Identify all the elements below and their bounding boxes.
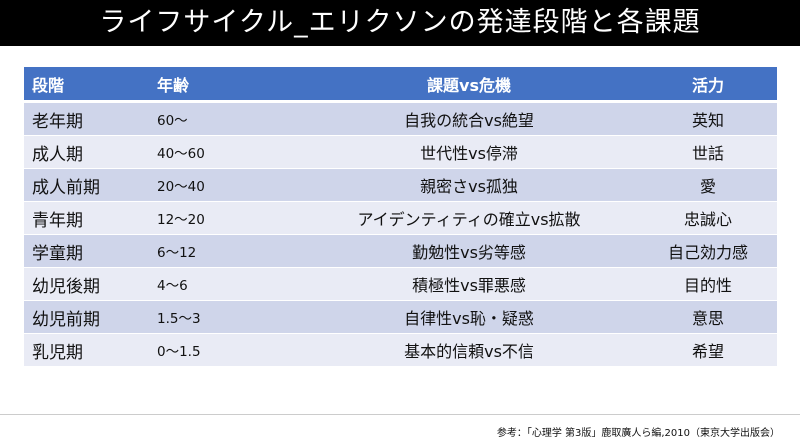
virtue-cell: 希望 (639, 333, 777, 367)
age-cell: 60～ (149, 101, 299, 136)
virtue-cell: 忠誠心 (639, 201, 777, 235)
age-cell: 4～6 (149, 267, 299, 301)
stage-cell: 幼児前期 (24, 300, 149, 334)
task-cell: 基本的信頼vs不信 (299, 333, 639, 367)
stage-cell: 学童期 (24, 234, 149, 268)
stage-cell: 幼児後期 (24, 267, 149, 301)
footer-divider (0, 414, 800, 415)
age-cell: 6～12 (149, 234, 299, 268)
header-task-vs-crisis: 課題vs危機 (299, 67, 639, 103)
task-cell: 自我の統合vs絶望 (299, 101, 639, 136)
age-cell: 12～20 (149, 201, 299, 235)
table-row: 成人前期 20～40 親密さvs孤独 愛 (24, 168, 777, 202)
source-citation: 参考：「心理学 第3版」鹿取廣人ら編,2010（東京大学出版会） (496, 428, 780, 439)
header-age: 年齢 (149, 67, 299, 103)
table-row: 幼児後期 4～6 積極性vs罪悪感 目的性 (24, 267, 777, 301)
header-stage: 段階 (24, 67, 149, 103)
task-cell: 親密さvs孤独 (299, 168, 639, 202)
development-stages-table: 段階 年齢 課題vs危機 活力 老年期 60～ 自我の統合vs絶望 英知 成人期… (24, 67, 777, 367)
task-cell: 勤勉性vs劣等感 (299, 234, 639, 268)
header-virtue: 活力 (639, 67, 777, 103)
table-row: 学童期 6～12 勤勉性vs劣等感 自己効力感 (24, 234, 777, 268)
virtue-cell: 愛 (639, 168, 777, 202)
task-cell: 自律性vs恥・疑惑 (299, 300, 639, 334)
table-row: 幼児前期 1.5～3 自律性vs恥・疑惑 意思 (24, 300, 777, 334)
table-row: 乳児期 0～1.5 基本的信頼vs不信 希望 (24, 333, 777, 367)
stage-cell: 乳児期 (24, 333, 149, 367)
age-cell: 1.5～3 (149, 300, 299, 334)
stage-cell: 成人期 (24, 135, 149, 169)
table-row: 成人期 40～60 世代性vs停滞 世話 (24, 135, 777, 169)
table-row: 老年期 60～ 自我の統合vs絶望 英知 (24, 101, 777, 136)
table-row: 青年期 12～20 アイデンティティの確立vs拡散 忠誠心 (24, 201, 777, 235)
age-cell: 20～40 (149, 168, 299, 202)
virtue-cell: 世話 (639, 135, 777, 169)
stage-cell: 青年期 (24, 201, 149, 235)
task-cell: 積極性vs罪悪感 (299, 267, 639, 301)
virtue-cell: 意思 (639, 300, 777, 334)
task-cell: 世代性vs停滞 (299, 135, 639, 169)
page-title: ライフサイクル_エリクソンの発達段階と各課題 (0, 0, 800, 46)
virtue-cell: 英知 (639, 101, 777, 136)
virtue-cell: 目的性 (639, 267, 777, 301)
age-cell: 40～60 (149, 135, 299, 169)
task-cell: アイデンティティの確立vs拡散 (299, 201, 639, 235)
virtue-cell: 自己効力感 (639, 234, 777, 268)
stage-cell: 老年期 (24, 101, 149, 136)
table-header-row: 段階 年齢 課題vs危機 活力 (24, 67, 777, 103)
age-cell: 0～1.5 (149, 333, 299, 367)
stage-cell: 成人前期 (24, 168, 149, 202)
